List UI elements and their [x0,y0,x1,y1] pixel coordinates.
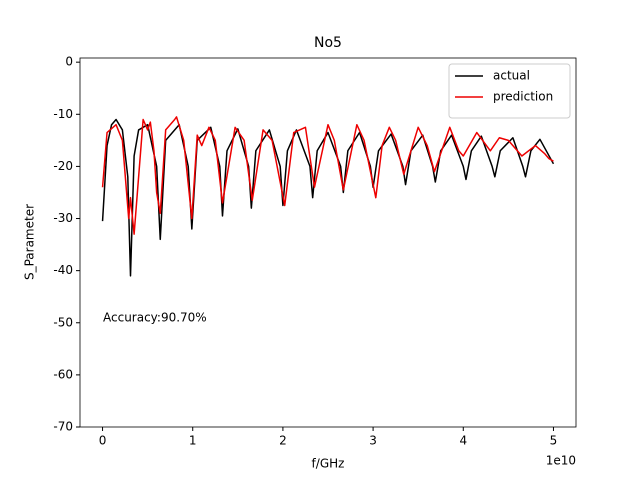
x-axis-label: f/GHz [312,457,345,471]
y-tick-label: -40 [53,263,73,277]
x-tick-label: 1 [189,434,197,448]
x-tick-label: 3 [369,434,377,448]
axes-frame [79,57,577,428]
x-tick-label: 5 [550,434,558,448]
x-offset-label: 1e10 [546,454,576,468]
x-tick-label: 2 [279,434,287,448]
y-tick-label: -60 [53,367,73,381]
y-tick-label: -10 [53,107,73,121]
annotation: Accuracy:90.70% [103,311,207,325]
y-tick-label: -30 [53,211,73,225]
y-tick-label: 0 [65,55,73,69]
x-tick-label: 4 [459,434,467,448]
legend-label: prediction [493,90,553,104]
line-series [101,116,554,235]
x-tick-label: 0 [99,434,107,448]
chart-title: No5 [314,35,342,51]
legend-box [448,63,571,119]
y-tick-label: -50 [53,315,73,329]
y-tick-label: -20 [53,159,73,173]
y-axis-label: S_Parameter [23,204,37,280]
line-series [101,118,555,277]
y-tick-label: -70 [53,420,73,434]
legend-label: actual [493,69,530,83]
